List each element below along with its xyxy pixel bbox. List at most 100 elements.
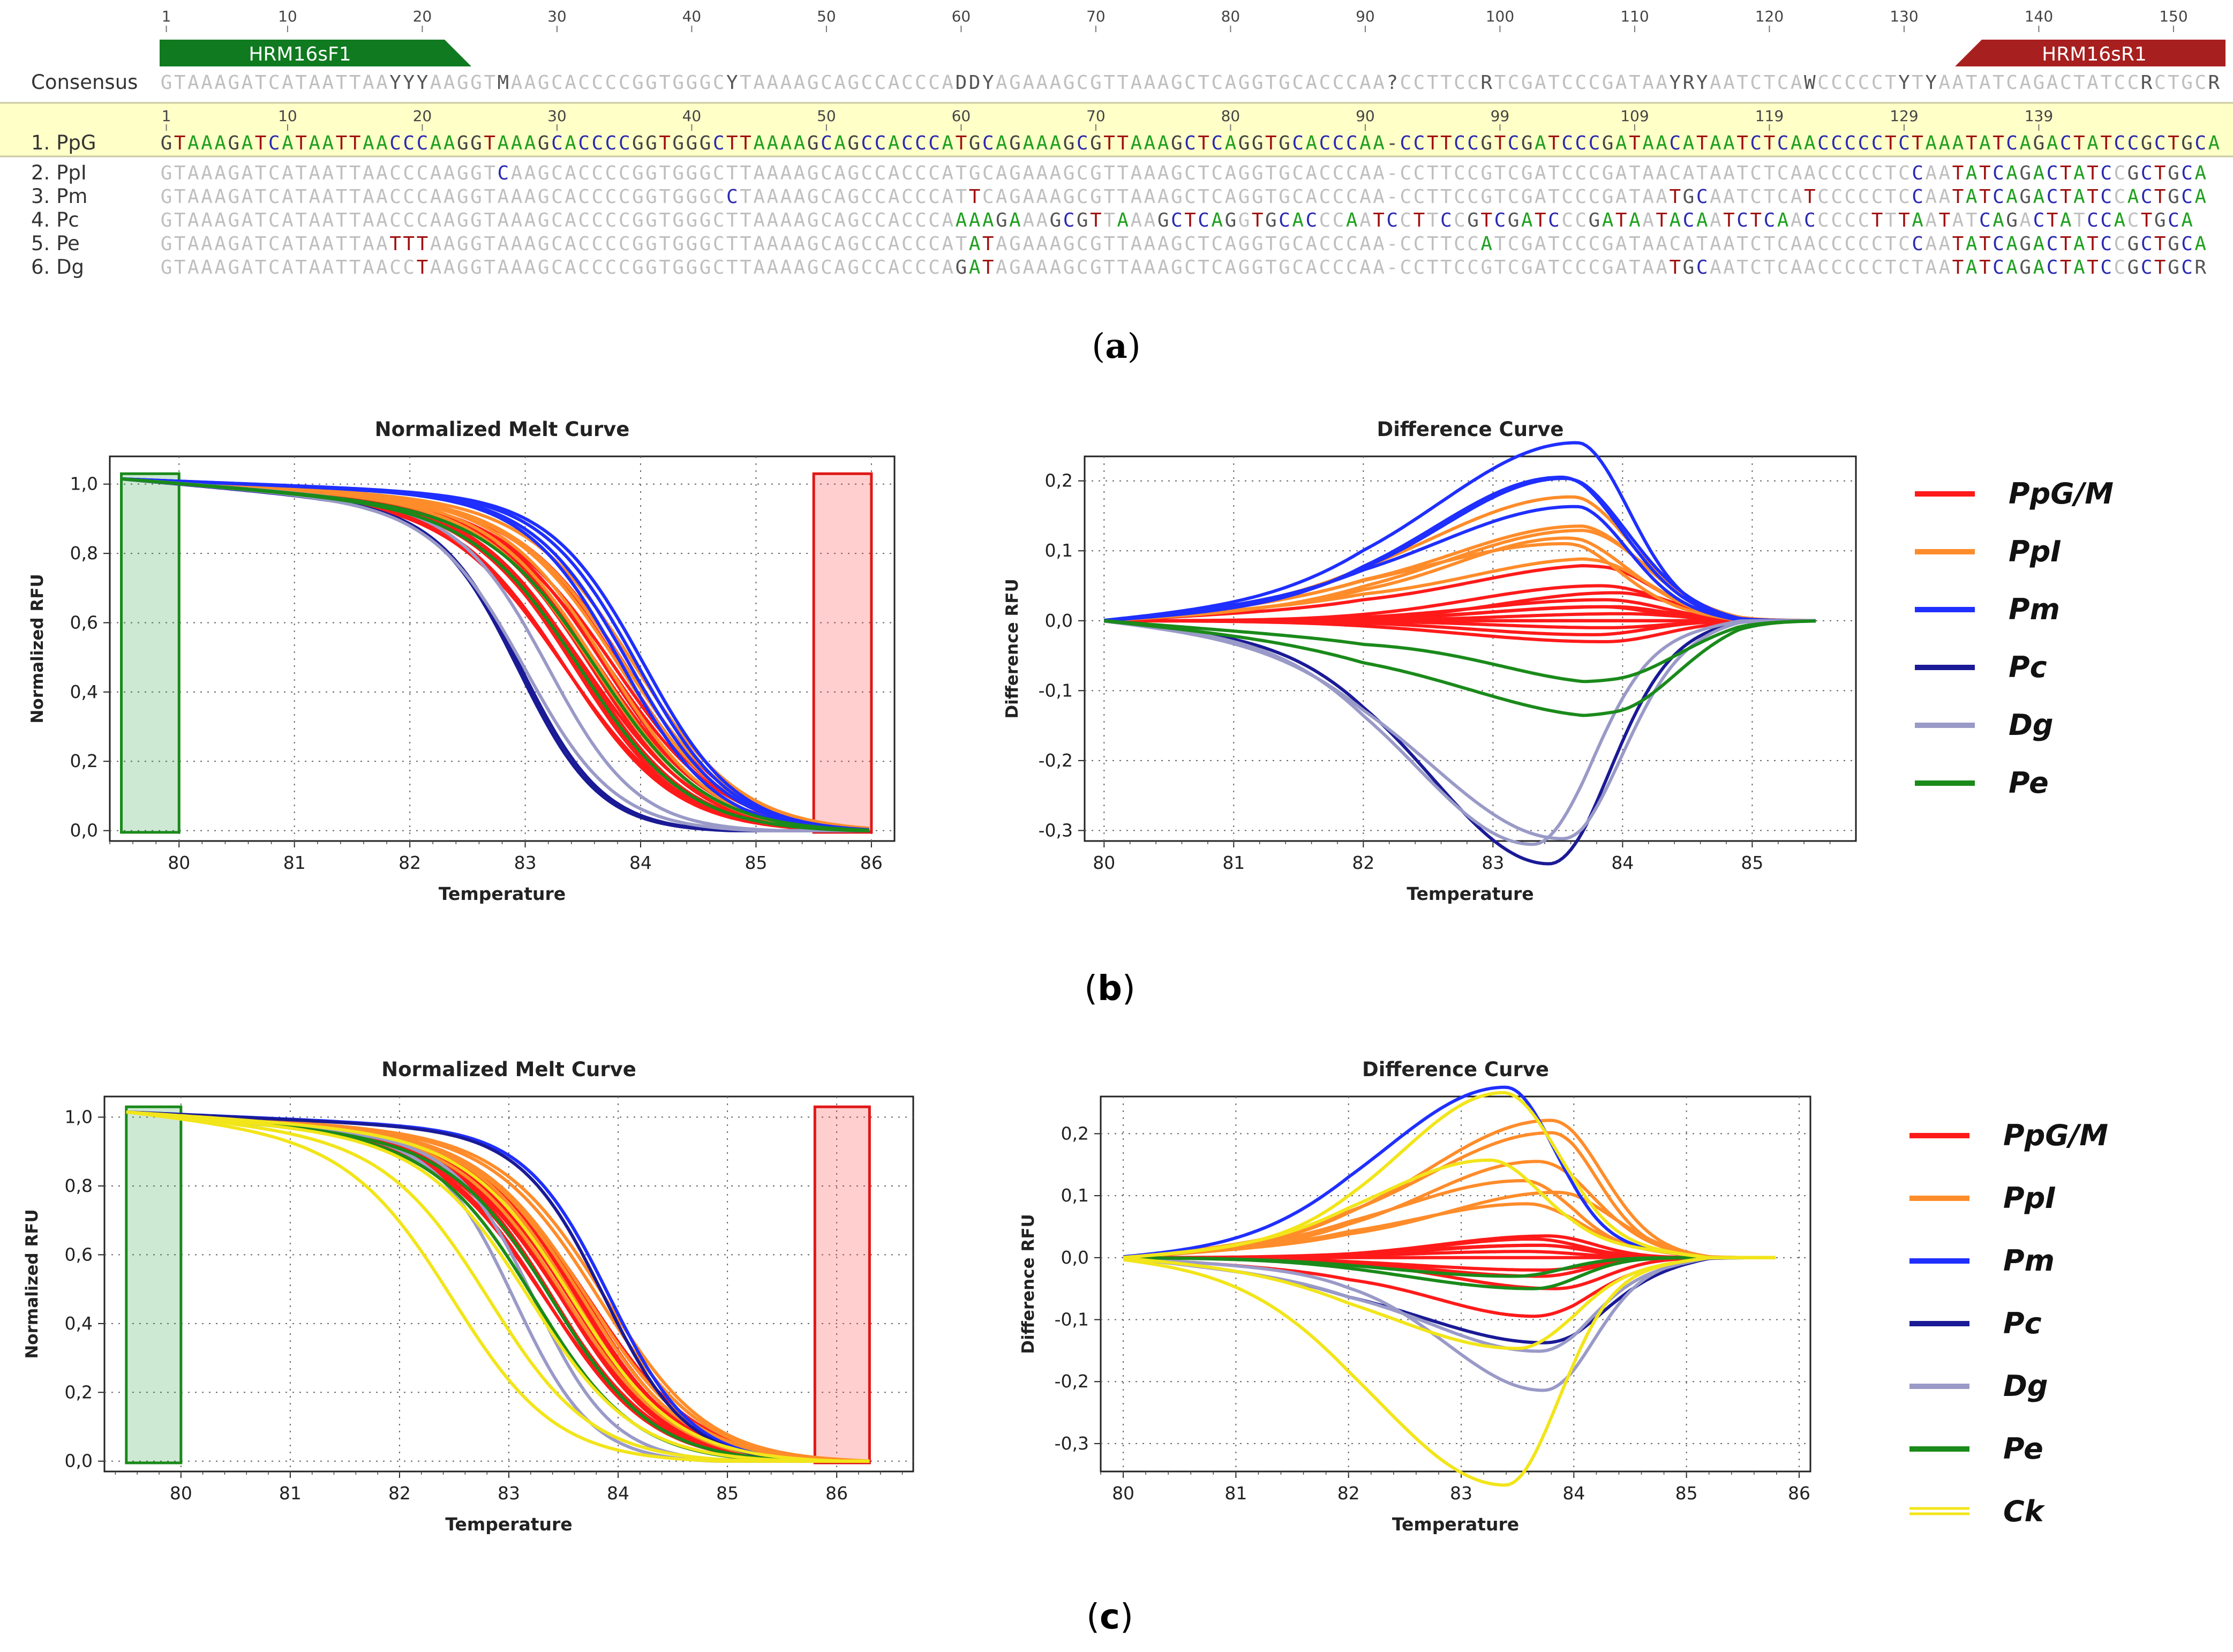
legend-label: Pm [2003,1244,2055,1278]
legend-item: Pe [1915,766,2049,800]
nucleotide: T [174,162,186,184]
nucleotide: C [1817,186,1829,208]
nucleotide: C [1777,132,1789,154]
nucleotide: A [1225,233,1237,255]
curve-dg [1123,1256,1776,1392]
nucleotide: A [753,186,765,208]
nucleotide: G [1480,257,1492,279]
nucleotide: C [1831,233,1843,255]
nucleotide: G [538,72,550,94]
nucleotide: A [511,257,523,279]
nucleotide: G [672,186,684,208]
nucleotide: C [1171,209,1183,231]
nucleotide: C [1184,233,1196,255]
nucleotide: A [834,72,846,94]
nucleotide: A [524,257,536,279]
nucleotide: A [1723,72,1735,94]
nucleotide: C [1454,162,1465,184]
nucleotide: C [2006,72,2018,94]
nucleotide: A [1723,233,1735,255]
nucleotide: C [2181,162,2193,184]
nucleotide: C [578,186,590,208]
nucleotide: C [1292,233,1304,255]
nucleotide: C [901,257,913,279]
nucleotide: G [1009,186,1021,208]
nucleotide: T [2141,209,2153,231]
nucleotide: G [1602,72,1614,94]
nucleotide: A [322,209,334,231]
nucleotide: T [1615,209,1627,231]
legend-item: Dg [1909,1369,2048,1403]
nucleotide: G [228,72,239,94]
nucleotide: C [1346,186,1358,208]
nucleotide: A [2194,186,2206,208]
nucleotide: T [1736,233,1748,255]
nucleotide: T [1885,162,1897,184]
nucleotide: A [1211,209,1223,231]
ruler-label: 99 [1491,107,1510,125]
nucleotide: A [511,72,523,94]
nucleotide: C [1454,132,1465,154]
nucleotide: C [1750,132,1762,154]
nucleotide: T [295,257,307,279]
nucleotide: A [322,162,334,184]
nucleotide: G [1009,132,1021,154]
nucleotide: A [1144,72,1156,94]
nucleotide: A [1535,72,1546,94]
nucleotide: A [565,132,576,154]
chart-title: Normalized Melt Curve [381,1058,636,1081]
nucleotide: C [1333,72,1344,94]
nucleotide: A [497,257,509,279]
nucleotide: C [1858,132,1870,154]
nucleotide: C [915,186,927,208]
nucleotide: G [161,162,172,184]
nucleotide: T [1764,132,1776,154]
ruler-label: 150 [2159,7,2187,25]
nucleotide: A [1952,132,1964,154]
nucleotide: G [672,72,684,94]
nucleotide: C [1993,186,2004,208]
nucleotide: C [915,132,927,154]
nucleotide: G [1009,162,1021,184]
nucleotide: T [1736,257,1748,279]
ruler-label: 119 [1755,107,1784,125]
nucleotide: T [1871,209,1883,231]
nucleotide: G [470,233,482,255]
alignment-row: 3. Pm GTAAAGATCATAATTAACCCAAGGTAAAGCACCCC… [31,185,2206,208]
ruler-label: 20 [413,107,432,125]
nucleotide: T [740,209,751,231]
nucleotide: A [565,186,576,208]
nucleotide: A [1696,209,1708,231]
tick-label-y: 0,6 [70,612,98,633]
nucleotide: C [1858,209,1870,231]
nucleotide: A [1656,257,1667,279]
nucleotide: G [996,209,1008,231]
sequence-text: GTAAAGATCATAATTAATTTAAGGTAAAGCACCCCGGTGG… [161,233,2207,255]
nucleotide: A [780,186,792,208]
nucleotide: T [2168,132,2179,154]
nucleotide: G [1050,209,1062,231]
nucleotide: A [1521,209,1533,231]
legend-item: Pc [1915,650,2047,684]
nucleotide: C [1844,186,1856,208]
nucleotide: C [389,257,401,279]
nucleotide: G [457,162,469,184]
nucleotide: C [605,233,617,255]
nucleotide: C [2154,132,2166,154]
nucleotide: G [538,186,550,208]
row-label: 3. Pm [31,185,87,208]
nucleotide: T [1723,209,1735,231]
nucleotide: C [1817,132,1829,154]
nucleotide: C [1414,186,1425,208]
nucleotide: T [956,233,967,255]
nucleotide: T [349,72,361,94]
nucleotide: C [1333,162,1344,184]
legend-label: Pm [2009,592,2060,626]
nucleotide: T [1885,209,1897,231]
consensus-label: Consensus [31,71,138,94]
nucleotide: A [766,132,778,154]
nucleotide: T [2100,132,2112,154]
nucleotide: C [2168,209,2179,231]
nucleotide: C [2100,209,2112,231]
melt-curve-chart-b: 80 81 82 83 84 85 86 0,0 0,2 0,4 0,6 0,8 1,0 Normaliz… [28,418,896,904]
